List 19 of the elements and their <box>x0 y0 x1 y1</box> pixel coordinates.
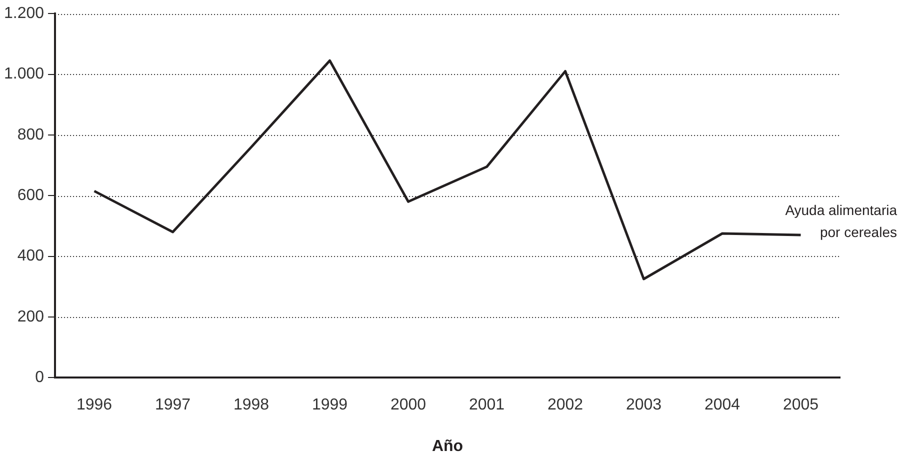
y-tick-label: 200 <box>17 308 44 326</box>
x-tick-label: 2003 <box>626 396 662 414</box>
x-tick-label: 2001 <box>468 396 505 414</box>
y-tick-label: 0 <box>35 369 44 386</box>
x-tick-label: 1997 <box>154 396 191 414</box>
x-tick-label: 1998 <box>233 396 270 414</box>
y-tick-label: 1.000 <box>4 66 44 83</box>
x-tick-label: 2004 <box>704 396 740 414</box>
y-tick-label: 1.200 <box>4 5 44 22</box>
y-tick-label: 600 <box>17 187 44 204</box>
x-tick-label: 2000 <box>390 396 426 414</box>
y-tick-label: 800 <box>17 126 44 144</box>
series-label: Ayuda alimentaria por cereales <box>785 202 898 240</box>
x-tick-label: 1996 <box>76 396 112 414</box>
y-tick-label: 400 <box>17 248 44 265</box>
x-axis-title: Año <box>432 438 464 455</box>
x-tick-label: 2002 <box>547 396 584 414</box>
x-tick-label: 1999 <box>312 396 348 414</box>
x-tick-label: 2005 <box>782 396 819 414</box>
